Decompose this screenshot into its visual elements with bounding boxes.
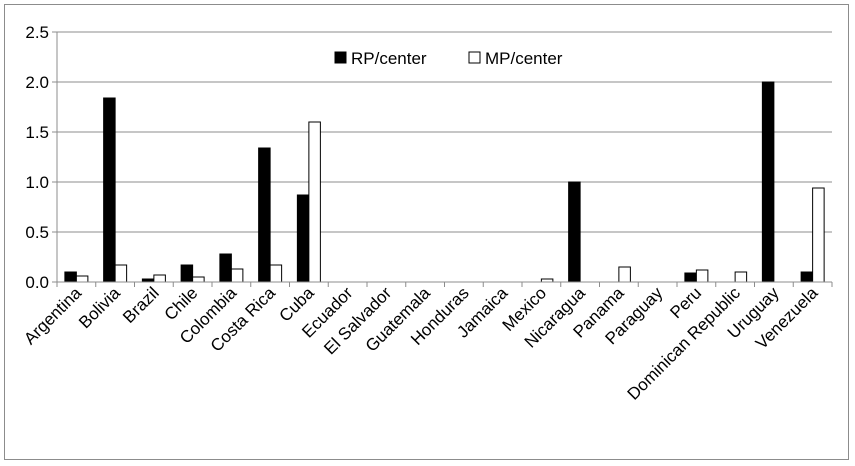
bar-rp-costa-rica [258, 147, 271, 283]
bars [64, 81, 825, 283]
bar-mp-colombia [230, 268, 244, 283]
legend-swatch-rp [334, 51, 347, 64]
bar-rp-peru [684, 272, 697, 283]
x-axis-ticks: ArgentinaBoliviaBrazilChileColombiaCosta… [20, 282, 833, 404]
x-tick-label: Argentina [20, 283, 85, 348]
bar-rp-chile [180, 264, 194, 283]
bar-mp-bolivia [114, 264, 128, 283]
bar-rp-nicaragua [568, 181, 581, 283]
legend-label-rp: RP/center [351, 49, 427, 68]
bar-rp-colombia [219, 253, 232, 283]
gridlines [57, 31, 832, 233]
y-tick-label: 1.5 [25, 123, 49, 142]
bar-rp-cuba [296, 194, 310, 283]
bar-mp-peru [695, 269, 709, 283]
axes [56, 32, 832, 283]
y-tick-label: 0.5 [25, 223, 49, 242]
bar-rp-argentina [64, 271, 77, 283]
x-tick-label: Brazil [119, 283, 162, 326]
bar-mp-cuba [308, 121, 321, 283]
bar-mp-costa-rica [269, 264, 283, 283]
bar-mp-venezuela [812, 187, 825, 283]
x-tick-label: Bolivia [75, 283, 124, 332]
bar-mp-brazil [153, 274, 166, 283]
bar-rp-uruguay [761, 81, 775, 283]
bar-mp-dominican-republic [734, 271, 748, 283]
y-tick-label: 2.0 [25, 73, 49, 92]
y-tick-label: 1.0 [25, 173, 49, 192]
bar-mp-argentina [75, 275, 89, 283]
legend: RP/center MP/center [334, 49, 563, 68]
y-tick-label: 0.0 [25, 273, 49, 292]
legend-label-mp: MP/center [485, 49, 563, 68]
y-tick-label: 2.5 [25, 23, 49, 42]
bar-mp-panama [618, 266, 631, 283]
bar-rp-bolivia [103, 97, 116, 283]
legend-swatch-mp [468, 51, 481, 64]
y-axis-ticks: 0.0 0.5 1.0 1.5 2.0 2.5 [25, 23, 57, 292]
bar-rp-venezuela [800, 271, 814, 283]
bar-mp-chile [192, 276, 205, 283]
